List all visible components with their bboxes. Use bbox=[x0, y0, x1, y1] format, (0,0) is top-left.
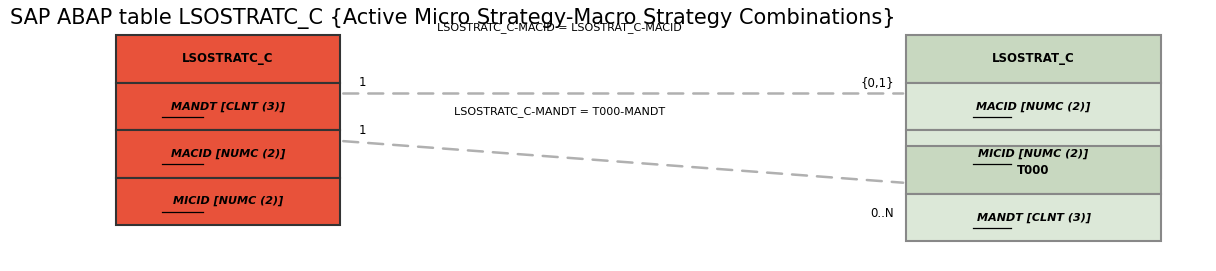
Text: LSOSTRATC_C-MANDT = T000-MANDT: LSOSTRATC_C-MANDT = T000-MANDT bbox=[454, 106, 665, 117]
Text: MANDT [CLNT (3)]: MANDT [CLNT (3)] bbox=[171, 101, 285, 111]
FancyBboxPatch shape bbox=[906, 194, 1161, 241]
Text: 0..N: 0..N bbox=[871, 207, 894, 220]
Text: MANDT [CLNT (3)]: MANDT [CLNT (3)] bbox=[976, 212, 1091, 222]
Text: LSOSTRAT_C: LSOSTRAT_C bbox=[992, 53, 1075, 65]
FancyBboxPatch shape bbox=[116, 35, 340, 83]
Text: 1: 1 bbox=[359, 76, 366, 89]
Text: MICID [NUMC (2)]: MICID [NUMC (2)] bbox=[173, 196, 283, 206]
Text: T000: T000 bbox=[1018, 164, 1049, 176]
Text: {0,1}: {0,1} bbox=[860, 76, 894, 89]
FancyBboxPatch shape bbox=[116, 178, 340, 225]
FancyBboxPatch shape bbox=[116, 130, 340, 178]
FancyBboxPatch shape bbox=[906, 130, 1161, 178]
FancyBboxPatch shape bbox=[906, 83, 1161, 130]
Text: MICID [NUMC (2)]: MICID [NUMC (2)] bbox=[979, 149, 1088, 159]
Text: 1: 1 bbox=[359, 124, 366, 137]
FancyBboxPatch shape bbox=[906, 146, 1161, 194]
Text: SAP ABAP table LSOSTRATC_C {Active Micro Strategy-Macro Strategy Combinations}: SAP ABAP table LSOSTRATC_C {Active Micro… bbox=[10, 8, 895, 29]
FancyBboxPatch shape bbox=[116, 83, 340, 130]
Text: MACID [NUMC (2)]: MACID [NUMC (2)] bbox=[976, 101, 1091, 111]
FancyBboxPatch shape bbox=[906, 35, 1161, 83]
Text: LSOSTRATC_C: LSOSTRATC_C bbox=[182, 53, 274, 65]
Text: LSOSTRATC_C-MACID = LSOSTRAT_C-MACID: LSOSTRATC_C-MACID = LSOSTRAT_C-MACID bbox=[437, 22, 682, 33]
Text: MACID [NUMC (2)]: MACID [NUMC (2)] bbox=[170, 149, 286, 159]
